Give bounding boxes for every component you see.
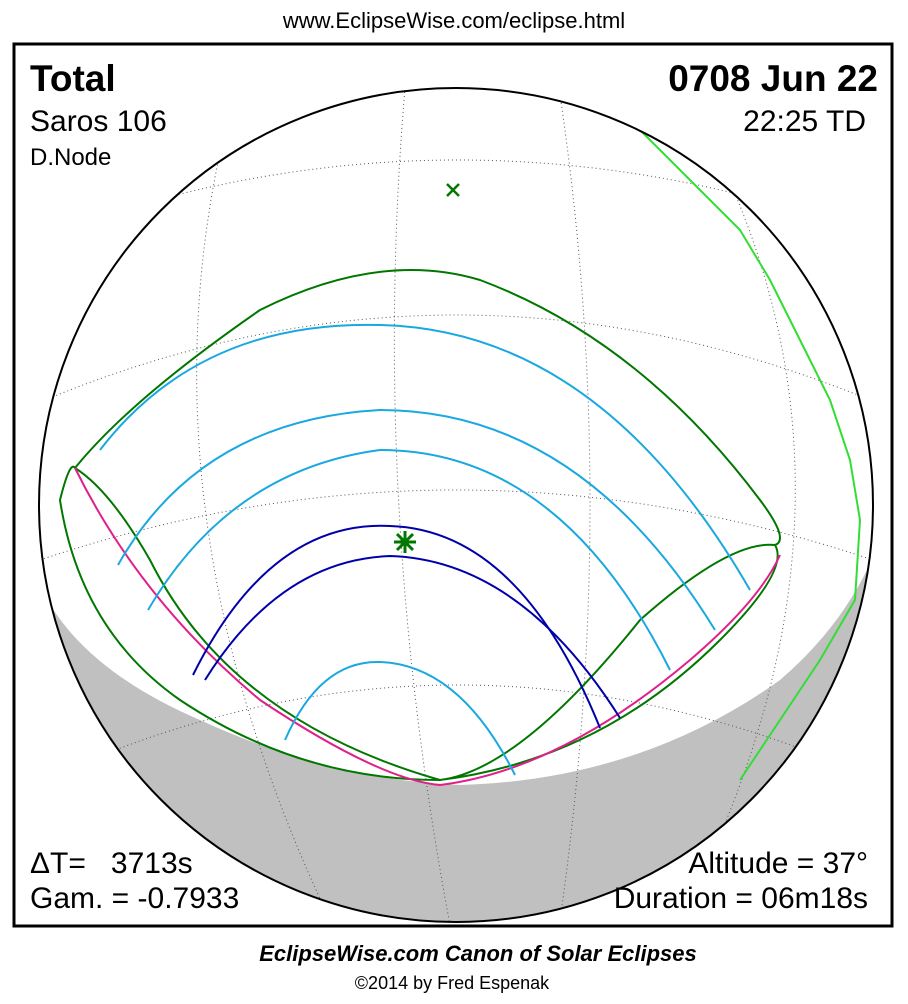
rise-set-curve xyxy=(74,467,781,787)
copyright: ©2014 by Fred Espenak xyxy=(355,973,550,993)
globe xyxy=(39,88,873,922)
sub-solar-point xyxy=(446,183,460,197)
node: D.Node xyxy=(30,144,111,171)
coastline xyxy=(529,89,862,781)
delta-t: ΔT= 3713s xyxy=(30,847,193,880)
altitude: Altitude = 37° xyxy=(688,847,868,880)
url: www.EclipseWise.com/eclipse.html xyxy=(282,8,625,33)
gamma: Gam. = -0.7933 xyxy=(30,882,239,915)
eclipse-type: Total xyxy=(30,58,116,99)
penumbra-north xyxy=(74,269,781,546)
magnitude-curves xyxy=(99,323,751,776)
saros: Saros 106 xyxy=(30,105,167,138)
globe-outline xyxy=(38,87,874,923)
duration: Duration = 06m18s xyxy=(614,882,868,915)
footer-title: EclipseWise.com Canon of Solar Eclipses xyxy=(259,941,697,966)
night-shade xyxy=(39,540,873,922)
graticule xyxy=(39,88,873,922)
eclipse-date: 0708 Jun 22 xyxy=(668,58,878,99)
greatest-eclipse xyxy=(394,531,416,553)
penumbra-south xyxy=(58,465,779,782)
path-south-limit xyxy=(204,554,621,719)
eclipse-time: 22:25 TD xyxy=(743,105,866,138)
